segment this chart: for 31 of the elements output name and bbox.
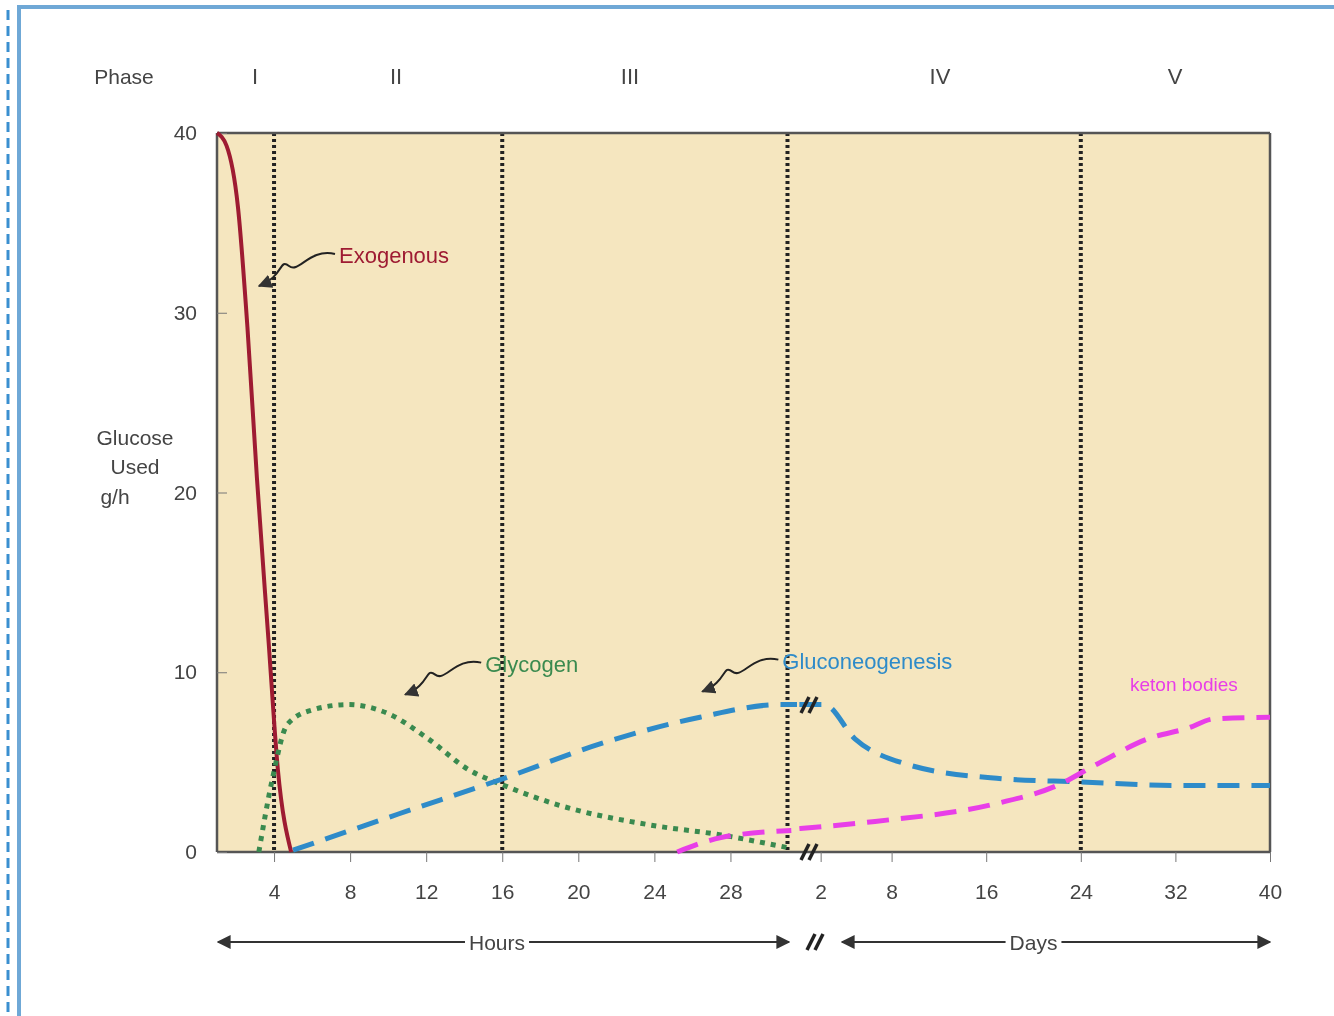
x-tick-label: 40: [1258, 879, 1283, 903]
text: IV: [929, 64, 951, 89]
x-tick-label: 8: [886, 879, 898, 903]
x-tick-label: 16: [975, 879, 999, 903]
text: I: [251, 64, 259, 89]
x-axis-title: Hours: [468, 931, 526, 954]
text: Exogenous: [339, 243, 450, 268]
text: III: [620, 64, 640, 89]
x-axis-title: Days: [1009, 931, 1058, 954]
x-tick-label: 32: [1164, 879, 1188, 903]
x-tick-label: 12: [415, 879, 439, 903]
text: V: [1167, 64, 1183, 89]
x-tick-label: 16: [491, 879, 515, 903]
y-tick-label: 40: [173, 121, 197, 145]
x-tick-label: 24: [1069, 879, 1094, 903]
text: II: [389, 64, 403, 89]
x-tick-label: 4: [268, 879, 281, 903]
y-tick-label: 30: [173, 300, 197, 324]
y-tick-label: 10: [173, 660, 197, 684]
y-tick-label: 0: [185, 840, 197, 864]
x-tick-label: 8: [344, 879, 357, 903]
text: Phase: [94, 65, 154, 88]
y-axis-title: Glucose Used g/h: [96, 426, 174, 508]
x-tick-label: 20: [567, 879, 591, 903]
text: Glycogen: [485, 651, 579, 677]
x-tick-label: 28: [719, 879, 743, 903]
series-label: Gluconeogenesis: [782, 648, 953, 674]
series-label: keton bodies: [1130, 674, 1238, 696]
x-tick-label: 2: [815, 879, 827, 903]
x-tick-label: 24: [643, 879, 667, 903]
y-tick-label: 20: [173, 480, 197, 504]
